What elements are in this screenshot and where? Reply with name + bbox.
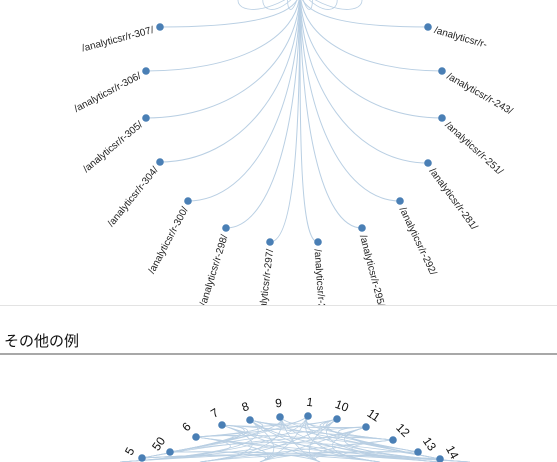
tree-node-label: /analyticsr/r-292/ (397, 206, 439, 278)
radial-tree-diagram: /analyticsr/r-307//analyticsr/r-306//ana… (73, 0, 515, 305)
chord-node-label: 1 (306, 395, 315, 410)
tree-node[interactable] (438, 67, 446, 75)
chord-node-label: 6 (179, 419, 194, 434)
chord-node[interactable] (304, 412, 312, 420)
chord-node[interactable] (333, 415, 341, 423)
chord-link (365, 454, 441, 462)
tree-node-label: /analyticsr/r- (433, 25, 488, 51)
tree-node[interactable] (424, 23, 432, 31)
chord-node[interactable] (389, 436, 397, 444)
tree-link (159, 0, 301, 163)
chord-node-label: 13 (420, 434, 439, 453)
chord-node[interactable] (414, 448, 422, 456)
tree-node[interactable] (396, 197, 404, 205)
heading-underline (0, 353, 557, 355)
tree-link (187, 0, 301, 202)
tree-node-label: /analyticsr/r-243/ (445, 71, 515, 117)
tree-link (287, 0, 298, 10)
chord-node[interactable] (246, 416, 254, 424)
tree-link (300, 0, 443, 72)
chord-node[interactable] (138, 454, 146, 462)
tree-node[interactable] (438, 114, 446, 122)
chord-node[interactable] (218, 421, 226, 429)
tree-link (302, 0, 313, 10)
chord-node-label: 12 (393, 420, 413, 440)
chord-nodes: 5 50 67 8 9 1 10 11 12 13 14 (122, 395, 462, 462)
chord-diagram: 5 50 6 7 8 9 1 10 11 12 13 14 (0, 355, 557, 462)
tree-link (302, 0, 429, 28)
tree-link (237, 0, 286, 10)
chord-node[interactable] (276, 413, 284, 421)
tree-link (314, 0, 363, 10)
chord-node[interactable] (436, 455, 444, 462)
section-divider (0, 305, 557, 306)
tree-node-label: /analyticsr/r-304/ (106, 165, 161, 229)
tree-node[interactable] (424, 159, 432, 167)
tree-node-label: /analyticsr/r-298/ (198, 233, 231, 305)
tree-node[interactable] (184, 197, 192, 205)
chord-link (119, 426, 367, 462)
tree-node[interactable] (266, 238, 274, 246)
tree-link (159, 0, 298, 28)
chord-node-label: 8 (240, 399, 251, 415)
section-heading: その他の例 (4, 332, 80, 350)
chord-node-label: 50 (149, 434, 168, 453)
tree-node-label: /analyticsr/r-295/ (357, 234, 386, 305)
chord-node-label: 9 (275, 396, 283, 411)
tree-node-label: /analyticsr/r-297/ (256, 248, 276, 305)
chord-node[interactable] (362, 423, 370, 431)
tree-link (145, 0, 300, 72)
tree-link (225, 0, 301, 229)
tree-node[interactable] (314, 238, 322, 246)
tree-link (299, 0, 429, 164)
chord-node-label: 14 (443, 443, 462, 462)
tree-node-label: /analyticsr/r-306/ (73, 71, 144, 115)
tree-node-label: /analyticsr/r-307/ (81, 25, 155, 55)
chord-link (169, 426, 367, 453)
chord-link (259, 426, 367, 462)
tree-node-label: /analyticsr/r-305/ (81, 119, 145, 175)
chord-node[interactable] (166, 448, 174, 456)
tree-link (299, 0, 363, 229)
chord-link (359, 442, 441, 460)
tree-node-label: /analyticsr/r-296/ (312, 249, 328, 305)
tree-link (262, 0, 292, 10)
tree-link (299, 0, 401, 202)
chord-node-label: 10 (333, 397, 351, 415)
chord-diagram-svg: 5 50 67 8 9 1 10 11 12 13 14 (119, 395, 471, 462)
chord-node-label: 5 (122, 445, 138, 458)
tree-node[interactable] (358, 224, 366, 232)
tree-node-label: /analyticsr/r-281/ (427, 166, 480, 232)
tree-node[interactable] (156, 158, 164, 166)
tree-node[interactable] (222, 224, 230, 232)
tree-node-label: /analyticsr/r-300/ (147, 205, 191, 276)
chord-node-label: 7 (208, 405, 221, 421)
tree-link (299, 0, 319, 243)
tree-link (308, 0, 338, 10)
radial-tree-svg: /analyticsr/r-307//analyticsr/r-306//ana… (73, 0, 515, 305)
tree-node-label: /analyticsr/r-251/ (443, 120, 505, 178)
tree-node[interactable] (156, 23, 164, 31)
tree-link (145, 0, 300, 119)
tree-node[interactable] (142, 114, 150, 122)
tree-node[interactable] (142, 67, 150, 75)
tree-link (300, 0, 443, 119)
chord-link (365, 451, 471, 462)
tree-links (145, 0, 443, 243)
chord-node-label: 11 (365, 406, 383, 425)
chord-node[interactable] (192, 433, 200, 441)
